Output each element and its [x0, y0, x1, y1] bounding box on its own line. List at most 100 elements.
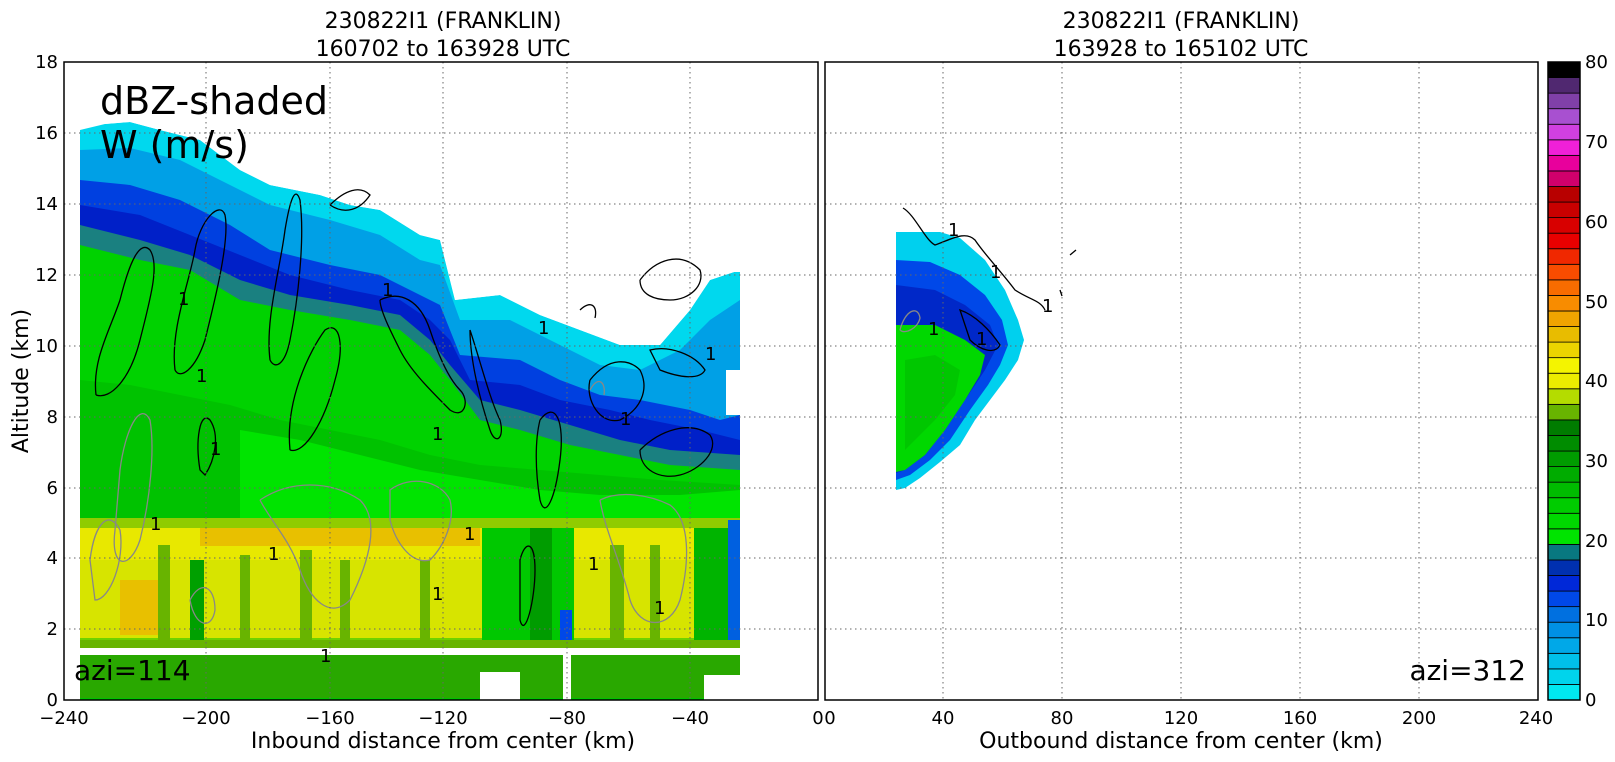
updraft-contours	[94, 189, 714, 627]
right-panel: 230822I1 (FRANKLIN) 163928 to 165102 UTC…	[824, 9, 1553, 754]
rain-gap-blue	[560, 610, 572, 640]
y-tick: 8	[47, 407, 58, 428]
colorbar-swatch	[1547, 684, 1581, 701]
x-tick: −80	[548, 708, 586, 729]
x-tick: −160	[305, 708, 354, 729]
w-contour	[469, 329, 502, 440]
colorbar-swatch	[1547, 403, 1581, 421]
right-reflectivity-field: 1 1 1 1 1	[896, 207, 1077, 490]
y-tick: 18	[35, 52, 58, 73]
colorbar-swatch	[1547, 295, 1581, 312]
colorbar-swatch	[1547, 372, 1581, 390]
right-title: 230822I1 (FRANKLIN)	[1063, 9, 1300, 34]
colorbar-swatch	[1547, 559, 1581, 576]
colorbar-swatch	[1547, 248, 1581, 265]
w-contour	[329, 189, 371, 211]
colorbar-tick: 20	[1585, 531, 1608, 552]
left-grid	[64, 62, 818, 700]
x-tick: 40	[932, 708, 955, 729]
colorbar-tick: 50	[1585, 292, 1608, 313]
y-tick: 14	[35, 194, 58, 215]
no-data-region	[64, 62, 80, 700]
rain-shaft	[340, 560, 350, 640]
colorbar-swatch	[1547, 388, 1581, 405]
colorbar-tick: 0	[1585, 690, 1596, 711]
colorbar-swatch	[1547, 61, 1581, 78]
contour-label: 1	[948, 220, 959, 241]
x-tick: −200	[181, 708, 230, 729]
rain-shaft	[158, 545, 170, 640]
w-contour-negative	[899, 310, 921, 333]
colorbar-tick: 70	[1585, 132, 1608, 153]
colorbar-swatch	[1547, 108, 1581, 125]
w-contour	[579, 304, 597, 319]
colorbar-swatch	[1547, 341, 1581, 359]
colorbar-swatch	[1547, 590, 1581, 608]
colorbar-swatch	[1547, 92, 1581, 110]
w-contour	[902, 207, 1046, 311]
w-contour	[1069, 249, 1077, 256]
contour-label: 1	[990, 262, 1001, 283]
colorbar-tick: 10	[1585, 610, 1608, 631]
w-contour	[173, 209, 227, 375]
azimuth-label: azi=114	[74, 654, 191, 687]
y-tick: 16	[35, 123, 58, 144]
surface-gap	[80, 648, 740, 655]
rain-gap	[482, 528, 574, 648]
colorbar-swatch	[1547, 497, 1581, 514]
azimuth-label: azi=312	[1409, 654, 1526, 687]
colorbar-swatch	[1547, 139, 1581, 156]
y-tick: 6	[47, 478, 58, 499]
w-contour-negative	[259, 484, 372, 609]
contour-label: 1	[588, 554, 599, 575]
contour-annotation: W (m/s)	[100, 123, 249, 167]
w-contour	[1059, 289, 1063, 297]
contour-label: 1	[150, 514, 161, 535]
surface-band	[80, 655, 740, 698]
contour-label: 1	[382, 280, 393, 301]
left-x-label: Inbound distance from center (km)	[251, 729, 635, 754]
updraft-contours	[902, 207, 1077, 352]
colorbar-swatch	[1547, 466, 1581, 483]
w-contour-negative	[589, 380, 605, 396]
colorbar-swatch	[1547, 232, 1581, 250]
x-tick: 240	[1519, 708, 1553, 729]
x-tick: −240	[39, 708, 88, 729]
colorbar-swatch	[1547, 435, 1581, 452]
downdraft-contours	[899, 310, 921, 333]
colorbar-ticks: 0 10 20 30 40 50 60 70 80	[1585, 52, 1608, 711]
contour-label: 1	[464, 524, 475, 545]
contour-label: 1	[268, 544, 279, 565]
y-tick: 4	[47, 548, 58, 569]
no-data-region	[704, 675, 740, 700]
colorbar-tick: 40	[1585, 371, 1608, 392]
x-tick: −120	[418, 708, 467, 729]
no-data-region	[480, 672, 520, 700]
contour-labels: 1 1 1 1 1 1 1 1 1 1 1 1 1 1 1	[150, 280, 716, 667]
rain-gap-inner	[530, 528, 552, 648]
rain-shaft	[300, 550, 312, 640]
right-subtitle: 163928 to 165102 UTC	[1054, 37, 1309, 62]
echo-mid-green	[905, 355, 960, 450]
right-plot-frame	[824, 61, 1539, 701]
colorbar-swatch	[1547, 217, 1581, 234]
w-contour	[94, 247, 155, 397]
colorbar-frame	[1547, 61, 1581, 701]
x-tick: 80	[1051, 708, 1074, 729]
left-subtitle: 160702 to 163928 UTC	[316, 37, 571, 62]
rain-yellowgreen	[80, 560, 740, 640]
w-contour	[649, 348, 706, 378]
no-data-region	[726, 370, 740, 415]
x-tick: −40	[671, 708, 709, 729]
colorbar-swatch	[1547, 637, 1581, 654]
rain-orange-core	[120, 580, 160, 635]
contour-labels: 1 1 1 1 1	[928, 220, 1053, 350]
contour-label: 1	[538, 318, 549, 339]
colorbar-swatch	[1547, 77, 1581, 94]
colorbar-tick: 60	[1585, 212, 1608, 233]
left-title: 230822I1 (FRANKLIN)	[325, 9, 562, 34]
w-contour	[588, 361, 645, 422]
left-plot-frame	[63, 61, 819, 701]
colorbar-swatch	[1547, 419, 1581, 436]
